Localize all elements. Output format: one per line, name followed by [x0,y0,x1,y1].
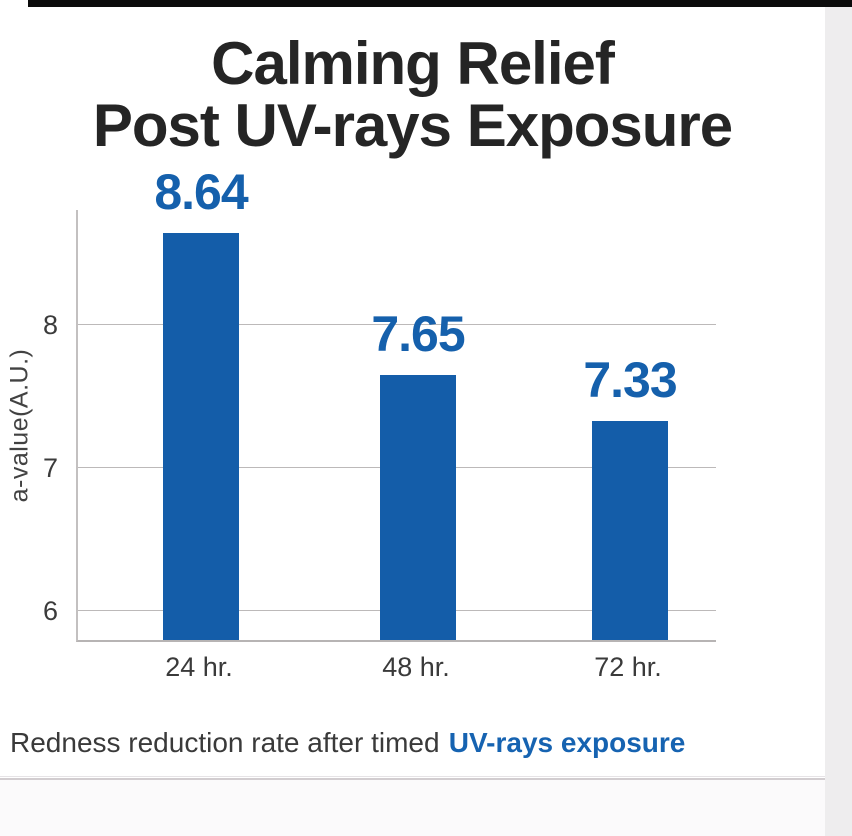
x-tick-label: 24 hr. [165,652,233,682]
y-tick-label: 7 [42,453,58,483]
x-tick-label: 72 hr. [594,652,662,682]
top-edge-bar [28,0,852,7]
bar-value-label: 7.65 [371,305,465,362]
chart-title: Calming Relief Post UV-rays Exposure [0,33,825,157]
bottom-divider [0,776,852,780]
chart-card: Calming Relief Post UV-rays Exposure a-v… [0,32,825,759]
bar-72hr [592,420,668,640]
x-axis-labels: 24 hr. 48 hr. 72 hr. [76,652,714,690]
bar-value-label: 8.64 [154,163,248,220]
gridline [78,323,716,325]
bottom-margin-region [0,780,825,836]
plot-area: 8.64 7.65 7.33 [76,164,716,642]
right-edge-strip [825,0,852,836]
bar-24hr [163,232,239,640]
x-tick-label: 48 hr. [382,652,450,682]
chart-title-line1: Calming Relief [211,30,615,97]
footer-caption: Redness reduction rate after timed UV-ray… [10,727,825,759]
chart-title-line2: Post UV-rays Exposure [92,92,733,159]
footer-caption-text: Redness reduction rate after timed [10,727,440,758]
y-tick-label: 8 [42,309,58,340]
bar-value-label: 7.33 [583,351,677,408]
bar-48hr [380,374,456,640]
footer-caption-highlight: UV-rays exposure [448,727,686,758]
y-axis-ticks: 6 7 8 [0,210,66,640]
y-tick-label: 6 [42,596,58,627]
